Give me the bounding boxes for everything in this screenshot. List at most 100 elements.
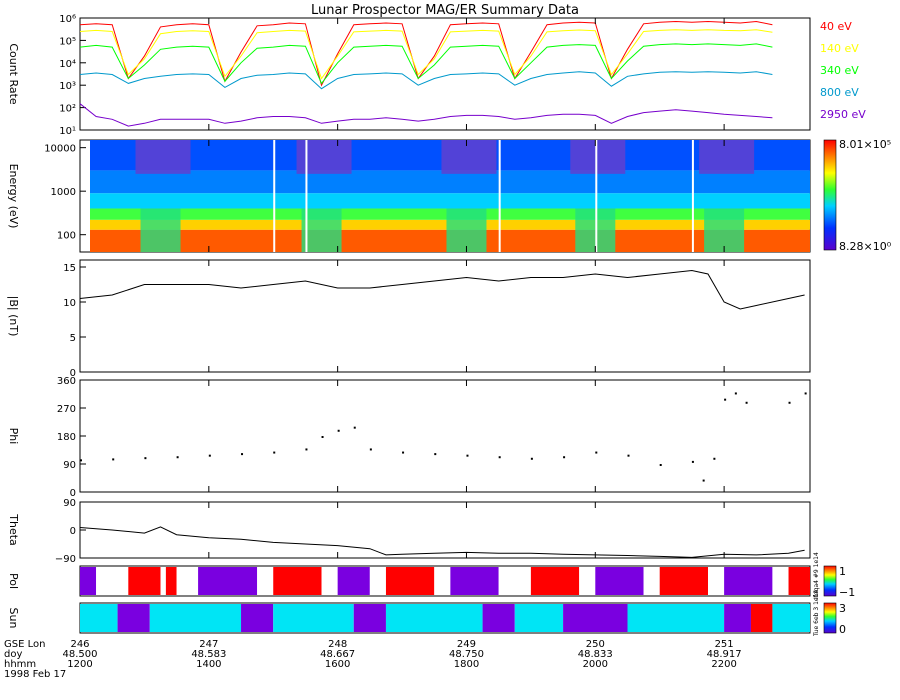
count-ylabel: Count Rate bbox=[7, 43, 20, 105]
sun-segment bbox=[385, 604, 483, 632]
phi-point bbox=[498, 456, 501, 459]
pol-segment bbox=[257, 567, 274, 595]
b-panel-frame bbox=[79, 259, 811, 373]
xaxis-row-doy: doy bbox=[4, 649, 22, 660]
pol-segment bbox=[160, 567, 166, 595]
energy-dip-low bbox=[704, 208, 745, 252]
sun-cb-min: 0 bbox=[839, 623, 846, 636]
pol-segment bbox=[198, 567, 258, 595]
pol-segment bbox=[788, 567, 810, 595]
phi-point bbox=[595, 451, 598, 454]
energy-gap bbox=[498, 140, 501, 252]
sun-segment bbox=[750, 604, 773, 632]
phi-point bbox=[804, 392, 807, 395]
xaxis-row-gse-lon: GSE Lon bbox=[4, 639, 45, 650]
phi-point bbox=[208, 454, 211, 457]
pol-cb-side-label: Ifdqa4 #9 1e14 bbox=[813, 552, 820, 599]
pol-segment bbox=[369, 567, 386, 595]
count-legend-label: 340 eV bbox=[820, 64, 859, 77]
pol-segment bbox=[659, 567, 709, 595]
pol-segment bbox=[772, 567, 789, 595]
pol-segment bbox=[337, 567, 370, 595]
phi-ytick-label: 180 bbox=[57, 432, 76, 443]
count-ytick-label: 10⁴ bbox=[59, 59, 76, 70]
energy-ytick-label: 1000 bbox=[51, 187, 76, 198]
xaxis-hhmm-label: 1200 bbox=[67, 659, 92, 670]
phi-point bbox=[434, 453, 437, 456]
theta-ytick-label: 0 bbox=[70, 526, 76, 537]
phi-point bbox=[353, 426, 356, 429]
phi-point bbox=[369, 448, 372, 451]
b-ytick-label: 0 bbox=[70, 368, 76, 379]
phi-ylabel: Phi bbox=[7, 428, 20, 445]
sun-segment bbox=[627, 604, 725, 632]
phi-point bbox=[337, 429, 340, 432]
energy-dip-low bbox=[301, 208, 342, 252]
sun-segment bbox=[80, 604, 118, 632]
sun-cb-side-label: Tue 6eb 3 1e14 bbox=[813, 590, 820, 637]
phi-point bbox=[321, 436, 324, 438]
phi-point bbox=[659, 464, 662, 466]
xaxis-hhmm-label: 2200 bbox=[711, 659, 736, 670]
xaxis-doy-label: 48.917 bbox=[707, 649, 742, 660]
count-series-line bbox=[79, 103, 773, 127]
phi-ytick-label: 360 bbox=[57, 376, 76, 387]
energy-dip-high bbox=[699, 140, 755, 174]
xaxis-doy-label: 48.667 bbox=[320, 649, 355, 660]
b-ylabel: |B| (nT) bbox=[7, 296, 20, 337]
phi-point bbox=[713, 457, 716, 460]
b-ytick-label: 15 bbox=[63, 263, 76, 274]
count-ytick-label: 10⁵ bbox=[59, 36, 76, 47]
energy-dip-low bbox=[446, 208, 487, 252]
pol-segment bbox=[643, 567, 660, 595]
xaxis-lon-label: 251 bbox=[715, 639, 734, 650]
pol-segment bbox=[273, 567, 322, 595]
count-ytick-label: 10³ bbox=[59, 81, 76, 92]
xaxis-doy-label: 48.500 bbox=[63, 649, 98, 660]
phi-ytick-label: 270 bbox=[57, 404, 76, 415]
phi-point bbox=[80, 459, 82, 462]
energy-gap bbox=[305, 140, 308, 252]
theta-ylabel: Theta bbox=[7, 513, 20, 546]
energy-band bbox=[90, 170, 810, 194]
pol-segment bbox=[434, 567, 451, 595]
count-legend-label: 2950 eV bbox=[820, 108, 866, 121]
energy-ytick-label: 100 bbox=[57, 231, 76, 242]
pol-segment bbox=[96, 567, 129, 595]
xaxis-lon-label: 246 bbox=[70, 639, 89, 650]
pol-segment bbox=[579, 567, 596, 595]
sun-segment bbox=[482, 604, 515, 632]
count-series-line bbox=[79, 29, 773, 80]
phi-point bbox=[702, 479, 705, 482]
count-ytick-label: 10² bbox=[59, 104, 76, 115]
energy-dip-high bbox=[296, 140, 352, 174]
b-series-line bbox=[79, 269, 805, 310]
energy-colorbar bbox=[823, 139, 837, 251]
xaxis-hhmm-label: 1400 bbox=[196, 659, 221, 670]
energy-gap bbox=[691, 140, 694, 252]
phi-point bbox=[402, 451, 405, 454]
count-legend-label: 800 eV bbox=[820, 86, 859, 99]
energy-cb-max: 8.01×10⁵ bbox=[839, 138, 891, 151]
phi-point bbox=[144, 457, 147, 460]
energy-dip-high bbox=[570, 140, 626, 174]
b-ytick-label: 10 bbox=[63, 298, 76, 309]
phi-point bbox=[734, 392, 737, 395]
count-series-line bbox=[79, 71, 773, 90]
energy-dip-low bbox=[140, 208, 181, 252]
pol-segment bbox=[450, 567, 499, 595]
phi-ytick-label: 90 bbox=[63, 460, 76, 471]
pol-segment bbox=[724, 567, 773, 595]
xaxis-hhmm-label: 1600 bbox=[325, 659, 350, 670]
count-ytick-label: 10⁶ bbox=[59, 14, 76, 25]
energy-ylabel: Energy (eV) bbox=[7, 164, 20, 229]
sun-segment bbox=[563, 604, 628, 632]
phi-point bbox=[305, 448, 308, 451]
pol-segment bbox=[498, 567, 531, 595]
theta-ytick-label: 90 bbox=[63, 498, 76, 509]
xaxis-hhmm-label: 2000 bbox=[583, 659, 608, 670]
phi-point bbox=[724, 398, 727, 401]
pol-segment bbox=[595, 567, 644, 595]
phi-point bbox=[466, 454, 469, 457]
phi-point bbox=[112, 458, 115, 461]
